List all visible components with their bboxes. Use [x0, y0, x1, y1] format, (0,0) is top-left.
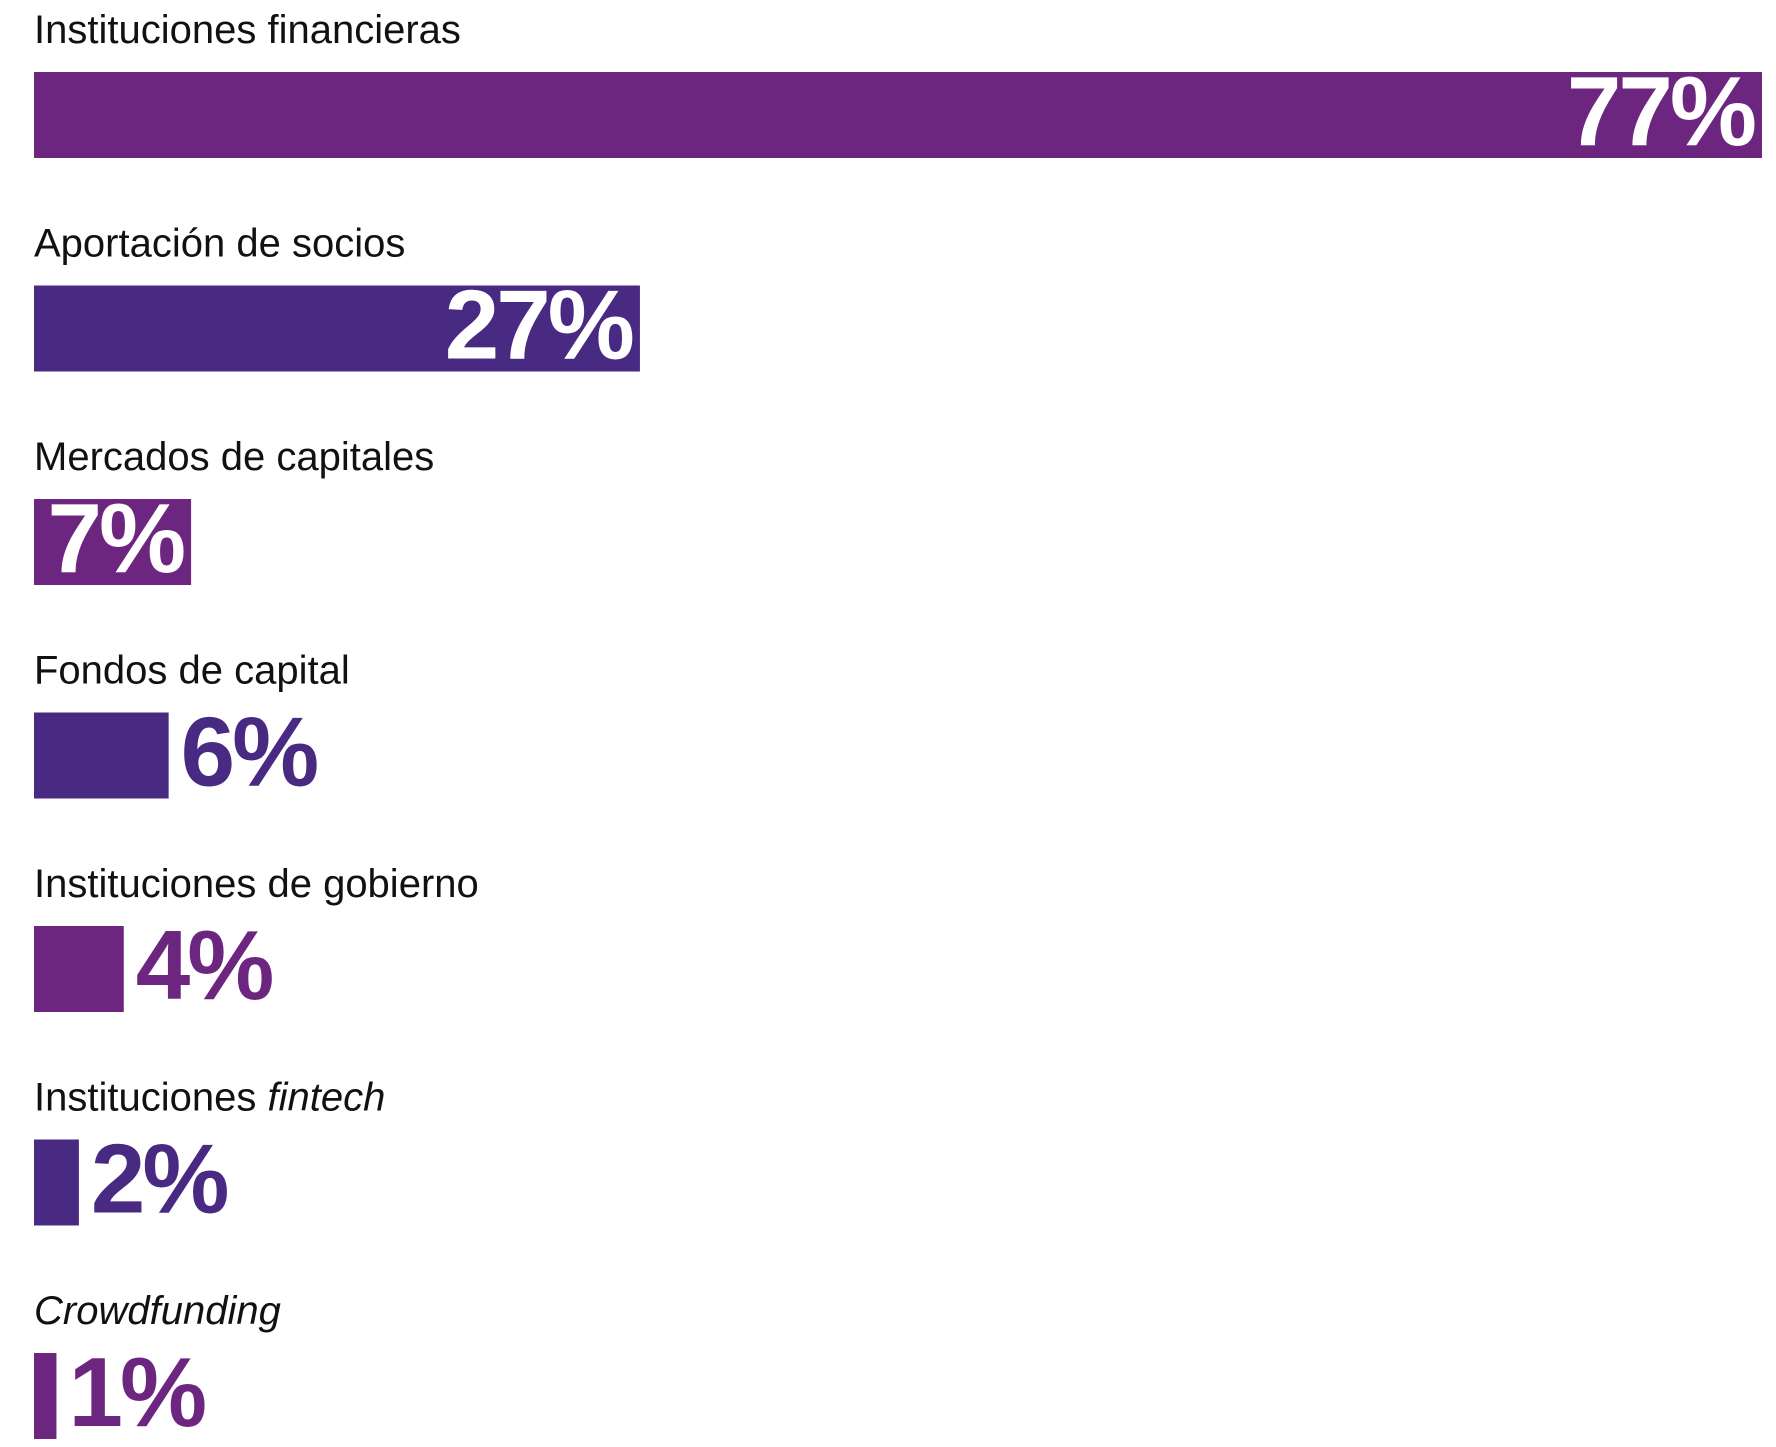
label-part: capitales [265, 435, 434, 479]
category-label: Aportación de socios [34, 221, 405, 265]
category-label: Crowdfunding [34, 1289, 281, 1333]
label-part: de [167, 648, 223, 692]
bar [34, 285, 640, 372]
label-part: Aportación [34, 221, 225, 265]
label-part: financieras [256, 8, 461, 52]
value-label: 1% [68, 1337, 205, 1447]
label-part: Fondos [34, 648, 167, 692]
bar [34, 926, 124, 1012]
label-part: de [256, 862, 312, 906]
value-label: 4% [136, 910, 273, 1020]
label-part: capital [223, 648, 350, 692]
bar [34, 499, 192, 585]
value-label: 7% [47, 483, 184, 593]
bar [34, 72, 1762, 158]
label-part: Crowdfunding [34, 1289, 281, 1333]
bar [34, 1353, 57, 1439]
category-label: Instituciones fintech [34, 1075, 385, 1119]
category-label: Mercados de capitales [34, 435, 434, 479]
label-part: de [225, 221, 281, 265]
label-part: Instituciones [34, 8, 256, 52]
label-part: fintech [256, 1075, 385, 1119]
value-label: 6% [181, 696, 318, 806]
label-part: Mercados [34, 435, 210, 479]
category-label: Fondos de capital [34, 648, 350, 692]
label-part: Instituciones [34, 1075, 256, 1119]
label-part: gobierno [312, 862, 479, 906]
label-part: socios [281, 221, 406, 265]
bar [34, 1139, 79, 1226]
label-part: Instituciones [34, 862, 256, 906]
value-label: 2% [91, 1123, 228, 1233]
category-label: Instituciones financieras [34, 8, 461, 52]
category-label: Instituciones de gobierno [34, 862, 479, 906]
bar [34, 712, 169, 799]
value-label: 27% [445, 269, 633, 379]
value-label: 77% [1567, 56, 1755, 166]
label-part: de [210, 435, 266, 479]
